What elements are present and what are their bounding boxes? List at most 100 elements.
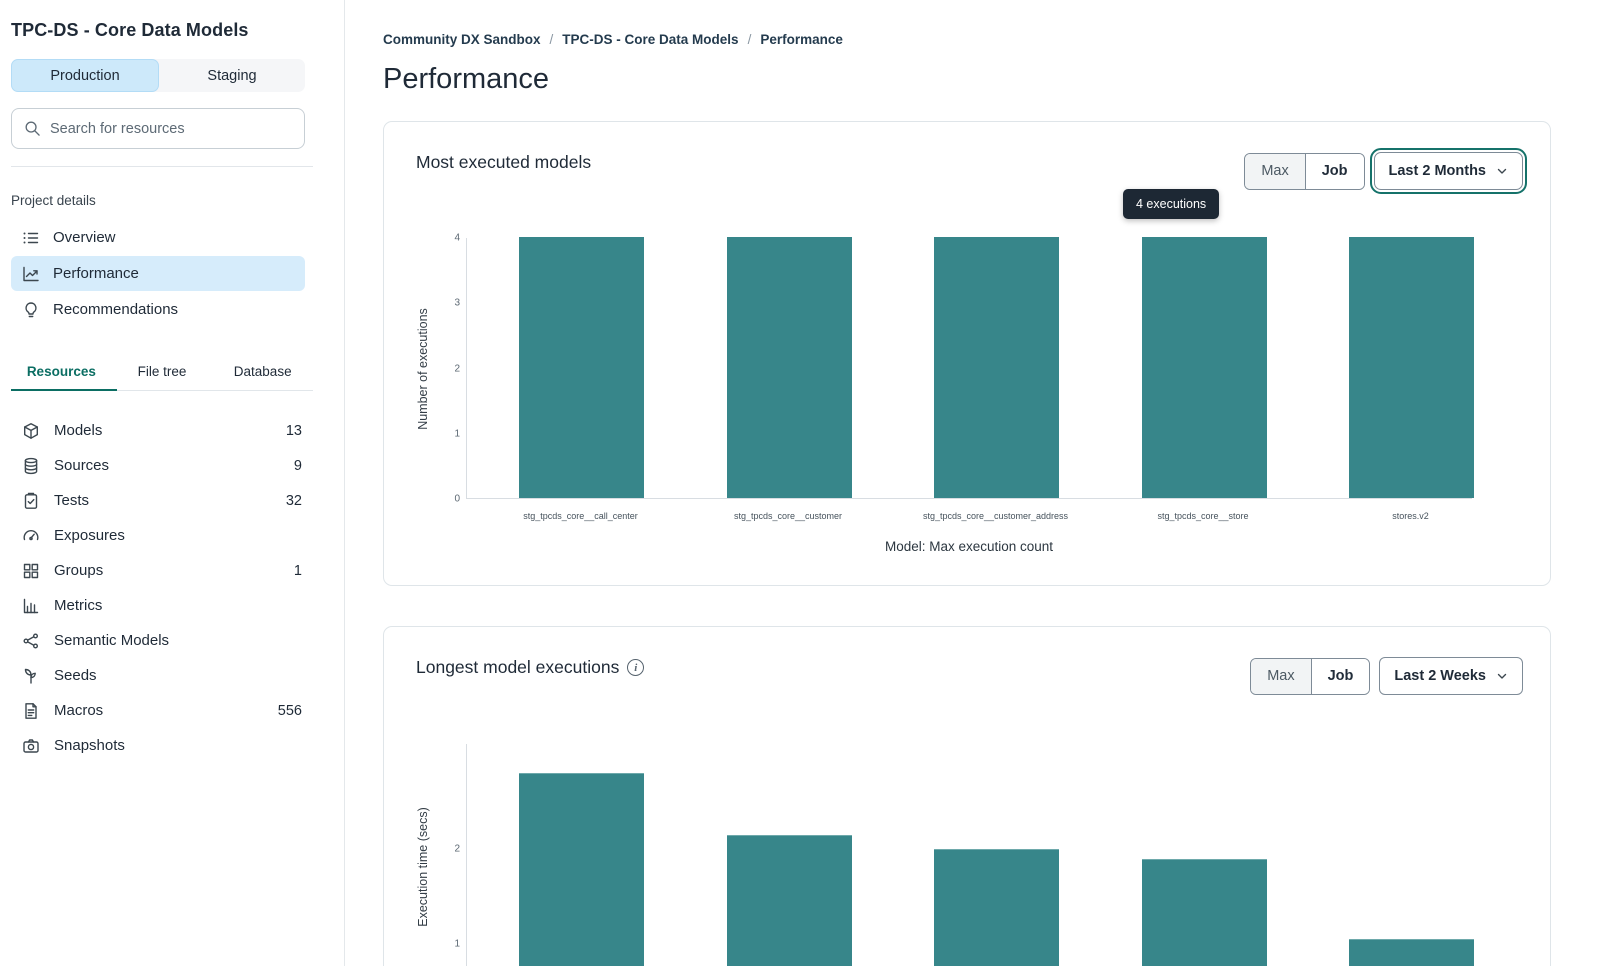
bar[interactable] xyxy=(1141,237,1267,498)
sidebar-item-label: Overview xyxy=(53,229,116,246)
list-item-sources[interactable]: Sources 9 xyxy=(11,448,313,483)
breadcrumb-item[interactable]: Community DX Sandbox xyxy=(383,32,541,47)
y-tick-label: 1 xyxy=(454,938,460,950)
breadcrumb-separator: / xyxy=(549,32,554,47)
list-item-count: 13 xyxy=(285,422,302,439)
date-range-dropdown[interactable]: Last 2 Months xyxy=(1369,148,1528,194)
y-tick-label: 2 xyxy=(454,363,460,374)
y-tick-label: 2 xyxy=(454,843,460,855)
y-tick-label: 0 xyxy=(454,493,460,505)
list-item-label: Groups xyxy=(54,562,104,579)
list-item-tests[interactable]: Tests 32 xyxy=(11,483,313,518)
project-title: TPC-DS - Core Data Models xyxy=(11,20,249,40)
breadcrumb-item[interactable]: TPC-DS - Core Data Models xyxy=(562,32,739,47)
sidebar-item-label: Recommendations xyxy=(53,301,179,318)
list-item-count: 556 xyxy=(277,702,302,719)
list-item-label: Seeds xyxy=(54,667,97,684)
info-icon[interactable]: i xyxy=(627,659,645,676)
list-item-count: 9 xyxy=(293,457,302,474)
sidebar-item-recommendations[interactable]: Recommendations xyxy=(11,292,305,327)
bar[interactable] xyxy=(1349,939,1474,966)
list-item-seeds[interactable]: Seeds xyxy=(11,658,313,693)
x-category-label: stg_tpcds_core__call_center xyxy=(523,511,638,521)
bar[interactable] xyxy=(726,237,852,498)
list-item-groups[interactable]: Groups 1 xyxy=(11,553,313,588)
chevron-down-icon xyxy=(1496,165,1508,177)
list-item-label: Exposures xyxy=(54,527,125,544)
tabs-active-indicator xyxy=(11,389,117,391)
tab-staging[interactable]: Staging xyxy=(207,67,257,84)
sidebar-item-overview[interactable]: Overview xyxy=(11,220,305,255)
sidebar-item-performance[interactable]: Performance xyxy=(11,256,305,291)
date-range-value: Last 2 Weeks xyxy=(1394,668,1486,684)
bar[interactable] xyxy=(1141,858,1267,966)
list-item-label: Semantic Models xyxy=(54,632,170,649)
chart-title: Longest model executions xyxy=(416,657,620,677)
y-axis-title: Execution time (secs) xyxy=(416,807,430,927)
list-item-models[interactable]: Models 13 xyxy=(11,413,313,448)
bar-chart-icon xyxy=(22,597,40,615)
list-item-label: Metrics xyxy=(54,597,103,614)
breadcrumb-separator: / xyxy=(747,32,752,47)
search-input[interactable] xyxy=(50,120,292,137)
job-button[interactable]: Job xyxy=(1305,153,1364,189)
y-tick-label: 3 xyxy=(454,297,460,309)
file-icon xyxy=(22,702,40,720)
aggregation-toggle: Max Job xyxy=(1250,657,1371,695)
environment-tabs: Production Staging xyxy=(11,59,305,92)
x-category-label: stg_tpcds_core__customer_address xyxy=(922,511,1069,521)
y-tick-label: 4 xyxy=(454,232,460,244)
list-item-metrics[interactable]: Metrics xyxy=(11,588,313,623)
tab-database[interactable]: Database xyxy=(233,364,292,379)
chart-title: Most executed models xyxy=(416,152,592,172)
chevron-down-icon xyxy=(1496,670,1508,682)
semantic-graph-icon xyxy=(22,632,40,650)
tab-file-tree[interactable]: File tree xyxy=(137,364,187,379)
resource-view-tabs: Resources File tree Database xyxy=(11,355,313,391)
list-item-label: Tests xyxy=(54,492,90,509)
x-category-label: stores.v2 xyxy=(1392,511,1429,521)
date-range-dropdown[interactable]: Last 2 Weeks xyxy=(1379,657,1523,695)
list-item-semantic-models[interactable]: Semantic Models xyxy=(11,623,313,658)
breadcrumb: Community DX Sandbox / TPC-DS - Core Dat… xyxy=(383,32,1621,47)
tab-production[interactable]: Production xyxy=(11,59,159,92)
max-button[interactable]: Max xyxy=(1251,658,1312,694)
tab-resources[interactable]: Resources xyxy=(26,364,96,379)
list-item-label: Snapshots xyxy=(54,737,125,754)
job-button[interactable]: Job xyxy=(1311,658,1370,694)
list-item-count: 32 xyxy=(285,492,302,509)
search-box[interactable] xyxy=(11,108,305,149)
list-item-exposures[interactable]: Exposures xyxy=(11,518,313,553)
bar[interactable] xyxy=(519,237,644,498)
list-item-snapshots[interactable]: Snapshots xyxy=(11,728,313,763)
y-tick-label: 1 xyxy=(454,428,460,440)
x-category-label: stg_tpcds_core__customer xyxy=(733,511,843,521)
list-icon xyxy=(22,229,40,247)
longest-executions-plot xyxy=(466,744,1474,966)
list-item-macros[interactable]: Macros 556 xyxy=(11,693,313,728)
camera-icon xyxy=(22,737,40,755)
page-title: Performance xyxy=(383,63,550,95)
sidebar: TPC-DS - Core Data Models Production Sta… xyxy=(0,0,345,966)
bar[interactable] xyxy=(726,834,852,966)
cube-icon xyxy=(22,422,40,440)
gauge-icon xyxy=(22,527,40,545)
chart-tooltip: 4 executions xyxy=(1123,189,1220,219)
bar[interactable] xyxy=(1349,237,1474,498)
seedling-icon xyxy=(22,667,40,685)
lightbulb-icon xyxy=(22,301,40,319)
bar[interactable] xyxy=(934,849,1059,966)
tabs-baseline xyxy=(11,390,313,391)
aggregation-toggle: Max Job xyxy=(1244,152,1365,190)
bar[interactable] xyxy=(519,773,644,966)
grid-icon xyxy=(22,562,40,580)
x-axis-labels: stg_tpcds_core__call_center stg_tpcds_cor… xyxy=(466,511,1472,525)
search-icon xyxy=(24,120,41,137)
chart-line-icon xyxy=(22,265,40,283)
breadcrumb-item-current: Performance xyxy=(760,32,843,47)
bar[interactable] xyxy=(934,237,1059,498)
date-range-value: Last 2 Months xyxy=(1388,163,1486,179)
main-content: Community DX Sandbox / TPC-DS - Core Dat… xyxy=(345,0,1621,966)
divider xyxy=(11,166,313,167)
max-button[interactable]: Max xyxy=(1245,153,1306,189)
